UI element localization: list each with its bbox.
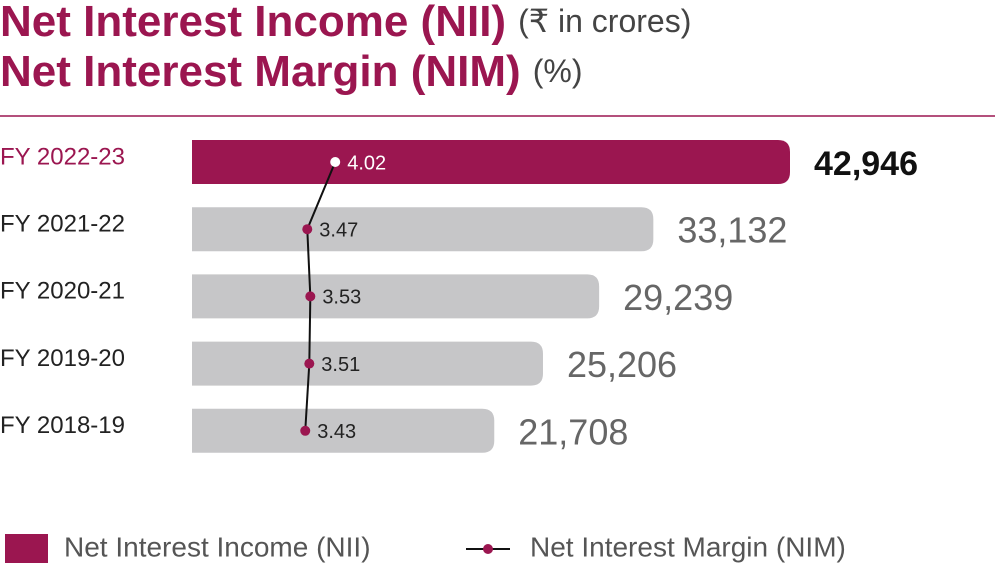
legend-label: Net Interest Income (NII)	[64, 531, 371, 562]
nim-label: 3.47	[319, 219, 358, 241]
nim-point	[330, 157, 341, 167]
category-label: FY 2018-19	[0, 412, 125, 439]
subtitle-unit: (%)	[533, 53, 583, 89]
legend-dot	[483, 544, 493, 554]
category-label: FY 2019-20	[0, 345, 125, 372]
nim-label: 3.53	[322, 287, 361, 309]
subtitle-main: Net Interest Margin (NIM)	[0, 47, 521, 96]
nim-point	[305, 291, 316, 302]
legend-label: Net Interest Margin (NIM)	[530, 531, 846, 562]
chart-subtitle: Net Interest Margin (NIM) (%)	[0, 47, 582, 96]
bar	[192, 274, 600, 319]
chart-title: Net Interest Income (NII) (₹ in crores)	[0, 0, 691, 46]
nim-point	[304, 358, 315, 369]
nim-point	[302, 224, 313, 235]
value-label: 25,206	[567, 344, 677, 385]
value-label: 33,132	[677, 210, 787, 251]
category-label: FY 2022-23	[0, 143, 125, 170]
legend-swatch	[5, 534, 48, 563]
title-main: Net Interest Income (NII)	[0, 0, 506, 46]
title-unit: (₹ in crores)	[518, 3, 691, 39]
nim-label: 3.51	[321, 354, 360, 376]
nim-label: 4.02	[347, 152, 386, 174]
bar	[192, 207, 654, 252]
bar	[192, 408, 495, 453]
value-label: 29,239	[623, 277, 733, 318]
category-label: FY 2021-22	[0, 211, 125, 238]
bar	[192, 341, 543, 386]
value-label: 21,708	[518, 411, 628, 452]
bar	[192, 140, 790, 184]
value-label: 42,946	[814, 145, 918, 183]
category-label: FY 2020-21	[0, 278, 125, 305]
nim-point	[300, 425, 311, 436]
nim-label: 3.43	[317, 421, 356, 443]
